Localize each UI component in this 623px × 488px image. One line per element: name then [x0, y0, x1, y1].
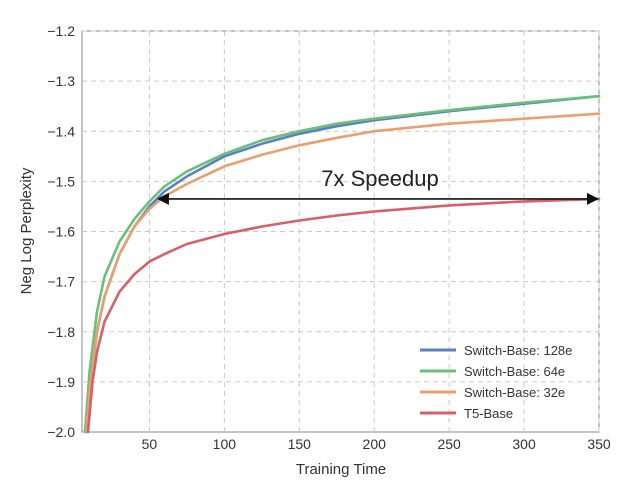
y-tick-label: −1.6: [47, 224, 75, 240]
y-tick-label: −1.2: [47, 23, 75, 39]
x-tick-label: 350: [587, 436, 611, 452]
x-tick-label: 150: [288, 436, 312, 452]
y-tick-label: −1.3: [47, 73, 75, 89]
legend-label: T5-Base: [464, 406, 513, 421]
y-tick-label: −1.7: [47, 274, 75, 290]
series-line: [83, 94, 601, 434]
y-ticks: −2.0 −1.9 −1.8 −1.7 −1.6 −1.5 −1.4 −1.3 −1.2: [47, 23, 75, 440]
y-tick-label: −1.9: [47, 374, 75, 390]
legend-label: Switch-Base: 64e: [464, 364, 565, 379]
speedup-annotation: 7x Speedup: [321, 166, 438, 191]
legend: Switch-Base: 128e Switch-Base: 64e Switch-…: [420, 343, 572, 421]
legend-label: Switch-Base: 32e: [464, 385, 565, 400]
x-axis-label: Training Time: [296, 461, 386, 478]
series-line: [85, 112, 601, 434]
annotation-layer: 7x Speedup: [156, 166, 599, 205]
x-tick-label: 200: [363, 436, 387, 452]
x-tick-label: 50: [142, 436, 158, 452]
x-tick-label: 250: [437, 436, 461, 452]
x-ticks: 50 100 150 200 250 300 350: [142, 436, 611, 452]
y-tick-label: −2.0: [47, 424, 75, 440]
series-layer: [83, 94, 601, 434]
speedup-arrowhead-left: [156, 192, 169, 205]
speedup-arrowhead-right: [587, 192, 599, 205]
y-tick-label: −1.4: [47, 123, 75, 139]
y-tick-label: −1.5: [47, 173, 75, 189]
grid: [82, 30, 600, 432]
x-tick-label: 100: [213, 436, 237, 452]
x-tick-label: 300: [512, 436, 536, 452]
series-line: [86, 197, 601, 434]
y-axis-label: Neg Log Perplexity: [18, 167, 35, 294]
plot-area: [81, 30, 600, 433]
y-tick-label: −1.8: [47, 324, 75, 340]
legend-label: Switch-Base: 128e: [464, 343, 572, 358]
